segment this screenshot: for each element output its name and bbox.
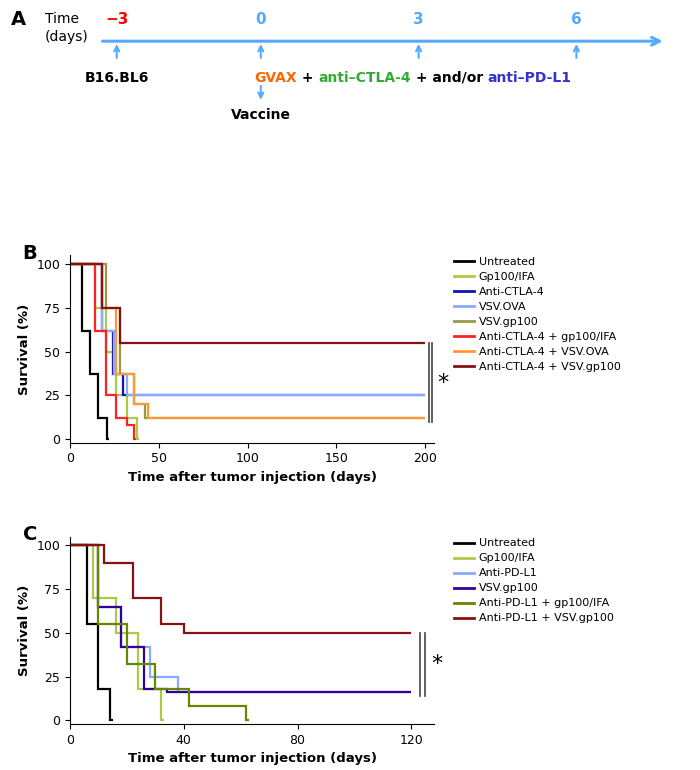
X-axis label: Time after tumor injection (days): Time after tumor injection (days): [127, 471, 377, 484]
Text: B: B: [22, 244, 37, 263]
Text: −3: −3: [105, 12, 128, 27]
Text: anti–CTLA-4: anti–CTLA-4: [318, 71, 411, 85]
Text: Time: Time: [45, 12, 78, 26]
Text: C: C: [22, 525, 37, 544]
Y-axis label: Survival (%): Survival (%): [18, 303, 31, 395]
Text: +: +: [297, 71, 318, 85]
Text: anti–PD-L1: anti–PD-L1: [488, 71, 572, 85]
Legend: Untreated, Gp100/IFA, Anti-CTLA-4, VSV.OVA, VSV.gp100, Anti-CTLA-4 + gp100/IFA, : Untreated, Gp100/IFA, Anti-CTLA-4, VSV.O…: [454, 257, 620, 372]
Text: GVAX: GVAX: [254, 71, 297, 85]
Text: 3: 3: [413, 12, 424, 27]
X-axis label: Time after tumor injection (days): Time after tumor injection (days): [127, 752, 377, 765]
Text: *: *: [438, 373, 449, 393]
Text: + and/or: + and/or: [411, 71, 488, 85]
Text: Vaccine: Vaccine: [231, 109, 290, 122]
Text: 0: 0: [256, 12, 266, 27]
Y-axis label: Survival (%): Survival (%): [18, 584, 31, 676]
Text: A: A: [10, 11, 26, 29]
Legend: Untreated, Gp100/IFA, Anti-PD-L1, VSV.gp100, Anti-PD-L1 + gp100/IFA, Anti-PD-L1 : Untreated, Gp100/IFA, Anti-PD-L1, VSV.gp…: [454, 538, 613, 624]
Text: (days): (days): [45, 30, 88, 44]
Text: 6: 6: [571, 12, 582, 27]
Text: *: *: [431, 654, 442, 675]
Text: B16.BL6: B16.BL6: [85, 71, 149, 85]
